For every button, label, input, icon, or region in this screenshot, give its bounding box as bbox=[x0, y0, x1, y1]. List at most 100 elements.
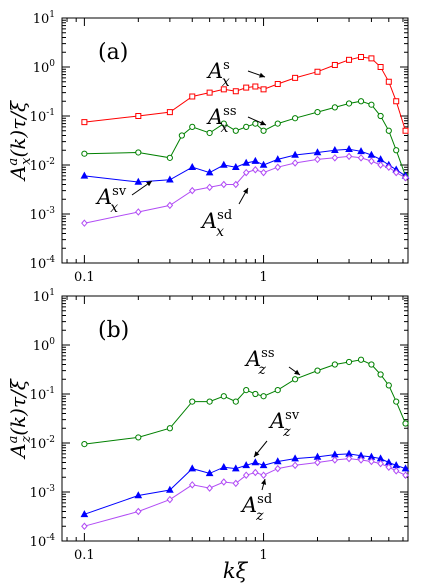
data-point bbox=[80, 171, 89, 179]
series bbox=[80, 144, 410, 185]
data-point bbox=[219, 463, 228, 471]
x-tick-label: 0.1 bbox=[74, 548, 95, 563]
data-point bbox=[206, 484, 213, 492]
data-point bbox=[243, 84, 250, 91]
x-tick-label: 0.1 bbox=[74, 270, 95, 285]
data-point bbox=[135, 113, 142, 119]
data-point bbox=[232, 479, 240, 488]
plot-frame bbox=[61, 295, 409, 542]
data-point bbox=[314, 68, 321, 75]
plot-frame bbox=[61, 17, 409, 264]
data-point bbox=[232, 180, 240, 189]
y-tick-label: 10-2 bbox=[30, 157, 55, 174]
x-tick-label: 1 bbox=[259, 270, 267, 285]
y-tick-label: 100 bbox=[33, 337, 56, 354]
data-point bbox=[291, 159, 299, 167]
data-point bbox=[345, 152, 353, 161]
data-point bbox=[274, 464, 282, 473]
data-point bbox=[242, 471, 250, 479]
data-point bbox=[292, 376, 299, 383]
series bbox=[81, 53, 409, 134]
data-point bbox=[331, 456, 339, 464]
data-point bbox=[376, 155, 385, 163]
data-point bbox=[220, 393, 227, 400]
data-point bbox=[313, 148, 322, 156]
data-point bbox=[291, 461, 299, 470]
data-point bbox=[259, 461, 268, 469]
data-point bbox=[189, 123, 196, 130]
data-point bbox=[368, 101, 375, 108]
data-point bbox=[189, 93, 196, 100]
series-annotation: As x bbox=[206, 58, 230, 90]
data-point bbox=[368, 157, 375, 165]
data-point bbox=[220, 86, 227, 93]
series bbox=[80, 449, 410, 518]
y-tick-label: 100 bbox=[33, 59, 56, 76]
data-point bbox=[274, 387, 281, 394]
data-point bbox=[385, 382, 392, 389]
data-point bbox=[357, 356, 365, 363]
data-point bbox=[368, 361, 375, 368]
data-point bbox=[188, 162, 197, 171]
data-point bbox=[220, 120, 227, 127]
data-point bbox=[206, 183, 213, 192]
data-point bbox=[260, 471, 267, 479]
data-point bbox=[291, 454, 299, 462]
data-point bbox=[377, 64, 384, 70]
data-point bbox=[206, 129, 213, 137]
data-point bbox=[291, 150, 299, 158]
data-point bbox=[314, 155, 321, 164]
data-point bbox=[166, 175, 174, 183]
data-point bbox=[220, 478, 228, 486]
data-point bbox=[252, 390, 259, 398]
data-point bbox=[81, 219, 88, 227]
data-point bbox=[243, 123, 250, 130]
panel-label: (a) bbox=[98, 40, 128, 65]
data-point bbox=[135, 507, 142, 516]
data-point bbox=[331, 104, 338, 111]
annotation-arrowhead bbox=[243, 188, 248, 194]
data-point bbox=[232, 127, 239, 134]
series-line bbox=[84, 359, 406, 445]
data-point bbox=[377, 112, 384, 120]
data-point bbox=[135, 149, 142, 156]
data-point bbox=[368, 457, 375, 466]
data-point bbox=[232, 88, 239, 95]
data-point bbox=[134, 491, 143, 499]
data-point bbox=[81, 119, 88, 126]
data-point bbox=[134, 177, 143, 185]
data-point bbox=[166, 154, 173, 161]
data-point bbox=[252, 468, 259, 477]
y-tick-label: 10-3 bbox=[30, 484, 56, 501]
data-point bbox=[274, 80, 281, 87]
data-point bbox=[206, 89, 213, 96]
data-point bbox=[292, 74, 299, 81]
data-point bbox=[232, 398, 239, 405]
annotation-arrowhead bbox=[261, 479, 267, 485]
data-point bbox=[331, 361, 338, 368]
data-point bbox=[346, 56, 353, 63]
data-point bbox=[385, 78, 392, 85]
data-point bbox=[81, 150, 88, 157]
data-point bbox=[357, 456, 365, 464]
y-tick-label: 10-3 bbox=[30, 206, 56, 223]
annotation-arrowhead bbox=[294, 369, 300, 375]
data-point bbox=[166, 109, 173, 116]
data-point bbox=[166, 495, 174, 504]
data-point bbox=[251, 458, 260, 466]
data-point bbox=[392, 168, 400, 177]
data-point bbox=[273, 155, 282, 163]
y-tick-label: 10-1 bbox=[30, 386, 55, 403]
data-point bbox=[402, 471, 409, 479]
data-point bbox=[252, 120, 259, 127]
series-annotation: Asv z bbox=[268, 408, 300, 440]
y-tick-label: 10-4 bbox=[30, 255, 56, 272]
data-point bbox=[166, 201, 174, 210]
data-point bbox=[331, 154, 339, 162]
panel-label: (b) bbox=[98, 318, 129, 343]
data-point bbox=[242, 461, 251, 469]
data-point bbox=[385, 463, 393, 472]
data-point bbox=[274, 163, 282, 172]
annotation-arrowhead bbox=[259, 72, 265, 78]
